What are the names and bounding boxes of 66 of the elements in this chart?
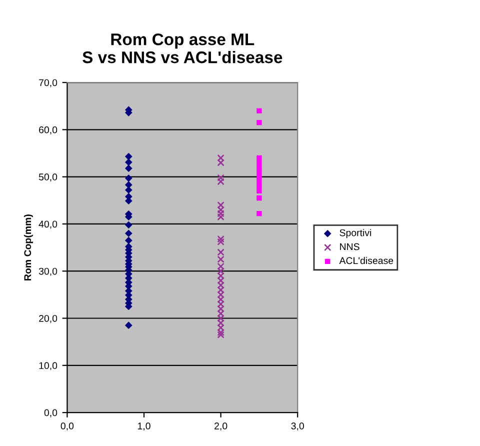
point bbox=[124, 236, 132, 244]
point bbox=[217, 319, 224, 327]
point bbox=[217, 159, 224, 166]
point bbox=[256, 120, 262, 126]
point bbox=[256, 184, 262, 189]
legend-label: NNS bbox=[340, 243, 360, 250]
point bbox=[217, 282, 224, 289]
point bbox=[124, 221, 132, 229]
point bbox=[256, 174, 262, 180]
point bbox=[217, 256, 224, 263]
legend-label: ACL'disease bbox=[339, 256, 394, 264]
x-tick-label: 0,0 bbox=[60, 422, 74, 431]
point bbox=[256, 178, 262, 184]
point bbox=[217, 201, 224, 209]
point bbox=[217, 213, 224, 221]
point bbox=[256, 195, 262, 201]
point bbox=[217, 276, 224, 284]
point bbox=[217, 262, 224, 270]
point bbox=[217, 331, 224, 338]
point bbox=[124, 158, 132, 166]
y-tick-label: 60,0 bbox=[39, 126, 58, 134]
point bbox=[256, 108, 262, 114]
point bbox=[217, 310, 224, 318]
y-axis-title: Rom Cop(mm) bbox=[24, 214, 33, 280]
x-tick-label: 1,0 bbox=[138, 422, 150, 431]
chart-title: Rom Cop asse ML S vs NNS vs ACL'disease bbox=[82, 33, 282, 64]
point bbox=[217, 314, 224, 322]
legend-label: Sportivi bbox=[340, 229, 372, 238]
point bbox=[217, 210, 224, 218]
y-tick-label: 20,0 bbox=[39, 314, 58, 324]
y-tick-label: 50,0 bbox=[38, 174, 58, 182]
y-tick-label: 70,0 bbox=[39, 79, 58, 88]
x-tick-label: 3,0 bbox=[291, 422, 304, 431]
point bbox=[256, 188, 262, 194]
y-tick-label: 40,0 bbox=[38, 220, 58, 229]
point bbox=[124, 230, 132, 238]
point bbox=[217, 324, 224, 332]
point bbox=[217, 296, 224, 304]
y-tick-label: 0,0 bbox=[44, 409, 58, 418]
point bbox=[217, 286, 224, 294]
point bbox=[124, 174, 132, 182]
point bbox=[217, 238, 224, 246]
y-tick-label: 10,0 bbox=[39, 362, 58, 370]
point bbox=[217, 206, 224, 214]
point bbox=[124, 152, 132, 160]
point bbox=[256, 164, 262, 170]
point bbox=[217, 328, 224, 336]
point bbox=[217, 248, 224, 256]
x-tick-label: 2,0 bbox=[214, 422, 228, 431]
point bbox=[217, 178, 224, 186]
point bbox=[256, 169, 262, 175]
point bbox=[256, 155, 262, 161]
point bbox=[124, 164, 132, 172]
point bbox=[217, 154, 224, 162]
point bbox=[217, 267, 224, 275]
point bbox=[217, 300, 224, 308]
point bbox=[124, 322, 132, 329]
point bbox=[256, 210, 262, 216]
point bbox=[256, 160, 262, 166]
point bbox=[217, 291, 224, 298]
y-tick-label: 30,0 bbox=[38, 268, 58, 276]
point bbox=[217, 235, 224, 243]
point bbox=[217, 305, 224, 312]
point bbox=[217, 272, 224, 280]
point bbox=[217, 174, 224, 182]
point bbox=[124, 186, 132, 194]
